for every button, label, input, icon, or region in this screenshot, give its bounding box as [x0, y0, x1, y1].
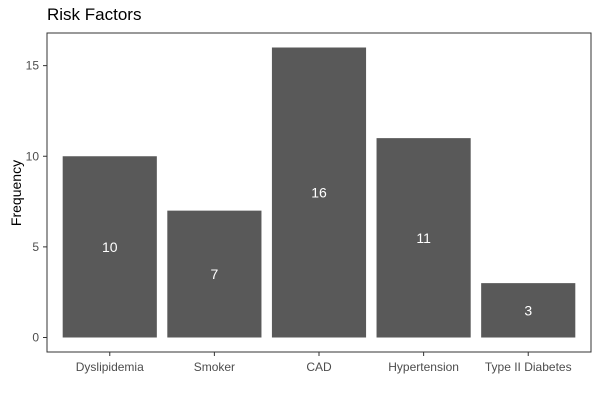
- y-tick-label: 0: [32, 331, 39, 345]
- bar-value-label: 3: [524, 302, 532, 318]
- bars-layer: [62, 47, 576, 338]
- bar-value-label: 16: [311, 185, 327, 201]
- y-tick-label: 10: [26, 149, 40, 163]
- x-tick-label: Type II Diabetes: [485, 360, 572, 374]
- bar-value-label: 7: [210, 266, 218, 282]
- bar-value-label: 11: [416, 230, 431, 246]
- y-tick-label: 5: [32, 240, 39, 254]
- x-tick-label: CAD: [306, 360, 332, 374]
- x-tick-label: Smoker: [194, 360, 235, 374]
- x-tick-label: Hypertension: [388, 360, 459, 374]
- x-tick-label: Dyslipidemia: [76, 360, 144, 374]
- bar-smoker: [167, 210, 262, 338]
- bar-value-label: 10: [102, 239, 118, 255]
- bar-cad: [271, 47, 367, 338]
- chart-title: Risk Factors: [47, 5, 142, 24]
- y-axis: 0 5 10 15: [26, 59, 47, 345]
- data-labels-layer: 10 7 16 11 3: [102, 185, 532, 319]
- x-axis: Dyslipidemia Smoker CAD Hypertension Type II…: [76, 352, 572, 374]
- bar-type-ii-diabetes: [481, 283, 576, 338]
- y-axis-title: Frequency: [8, 160, 24, 226]
- bar-dyslipidemia: [62, 156, 157, 338]
- y-tick-label: 15: [26, 59, 40, 73]
- bar-hypertension: [376, 138, 471, 338]
